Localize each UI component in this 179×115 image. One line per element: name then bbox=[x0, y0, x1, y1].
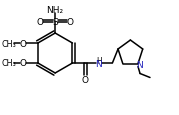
Text: CH₃: CH₃ bbox=[2, 59, 16, 68]
Text: CH₃: CH₃ bbox=[2, 39, 16, 48]
Text: O: O bbox=[19, 39, 26, 48]
Text: O: O bbox=[67, 17, 74, 26]
Text: N: N bbox=[95, 60, 102, 69]
Text: O: O bbox=[19, 59, 26, 68]
Text: S: S bbox=[52, 17, 58, 26]
Text: N: N bbox=[136, 60, 142, 69]
Text: NH₂: NH₂ bbox=[47, 6, 64, 14]
Text: O: O bbox=[37, 17, 44, 26]
Text: H: H bbox=[96, 56, 102, 65]
Text: O: O bbox=[82, 76, 89, 85]
